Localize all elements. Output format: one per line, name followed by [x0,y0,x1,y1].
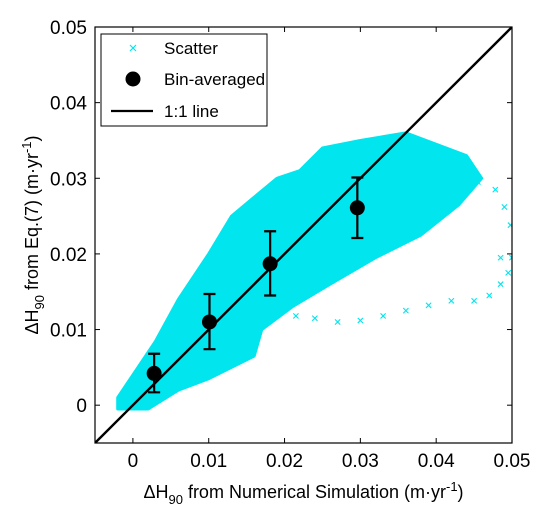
x-tick-label-1: 0.01 [190,451,227,472]
legend-bin-marker [125,71,141,87]
x-tick-label-0: 0 [128,451,139,472]
y-tick-label-5: 0.05 [50,18,87,39]
scatter-point-16 [497,254,504,261]
scatter-point-7 [448,297,455,304]
plot-content [95,27,512,443]
bin-averaged-point-2 [262,256,278,272]
axis-title-part-1: 90 [168,492,182,507]
axis-title-part-4: ) [458,482,464,502]
scatter-point-12 [509,254,512,261]
legend-label-0: Scatter [164,39,218,58]
bin-averaged-point-0 [146,365,162,381]
x-tick-label-2: 0.02 [266,451,303,472]
axis-title-part-3: -1 [19,141,34,153]
axis-title-part-0: ΔH [143,482,168,502]
legend: Scatter Bin-averaged 1:1 line [100,33,268,127]
scatter-point-18 [474,179,481,186]
scatter-cloud [116,131,484,411]
axis-title-part-2: from Numerical Simulation (m·yr [183,482,446,502]
bin-averaged-point-3 [349,200,365,216]
scatter-point-14 [507,222,512,229]
axis-title-part-4: ) [22,135,42,141]
x-tick-label-5: 0.05 [494,451,531,472]
one-to-one-line [95,27,512,443]
axes: 0 0.01 0.02 0.03 0.04 0.05 0 0.01 0.02 0.03 0.04 0.… [19,18,530,507]
scatter-point-3 [357,317,364,324]
y-tick-label-0: 0 [76,396,87,417]
axis-title-part-0: ΔH [22,310,42,335]
y-tick-label-3: 0.03 [50,169,87,190]
x-axis-title: ΔH90 from Numerical Simulation (m·yr-1) [143,479,463,507]
scatter-point-9 [486,292,493,299]
scatter-point-15 [501,204,508,211]
axis-title-part-1: 90 [32,295,47,309]
axes-frame [94,26,513,444]
y-tick-label-1: 0.01 [50,321,87,342]
legend-label-2: 1:1 line [164,102,219,121]
y-tick-label-4: 0.04 [50,94,87,115]
axis-title-part-2: from Eq.(7) (m·yr [22,153,42,295]
scatter-point-11 [505,269,512,276]
scatter-point-6 [425,302,432,309]
x-tick-label-4: 0.04 [418,451,455,472]
axis-title-part-3: -1 [446,479,458,494]
x-tick-label-3: 0.03 [342,451,379,472]
scatter-point-0 [292,312,299,319]
scatter-point-17 [492,186,499,193]
bin-averaged-point-1 [201,314,217,330]
plot-area [95,27,512,443]
y-tick-label-2: 0.02 [50,245,87,266]
y-axis-title: ΔH90 from Eq.(7) (m·yr-1) [19,135,47,334]
legend-scatter-marker [129,44,137,52]
scatter-point-8 [471,297,478,304]
scatter-point-2 [334,318,341,325]
scatter-point-5 [402,307,409,314]
legend-label-1: Bin-averaged [164,70,265,89]
scatter-point-10 [497,281,504,288]
scatter-point-4 [380,312,387,319]
scatter-point-1 [311,315,318,322]
